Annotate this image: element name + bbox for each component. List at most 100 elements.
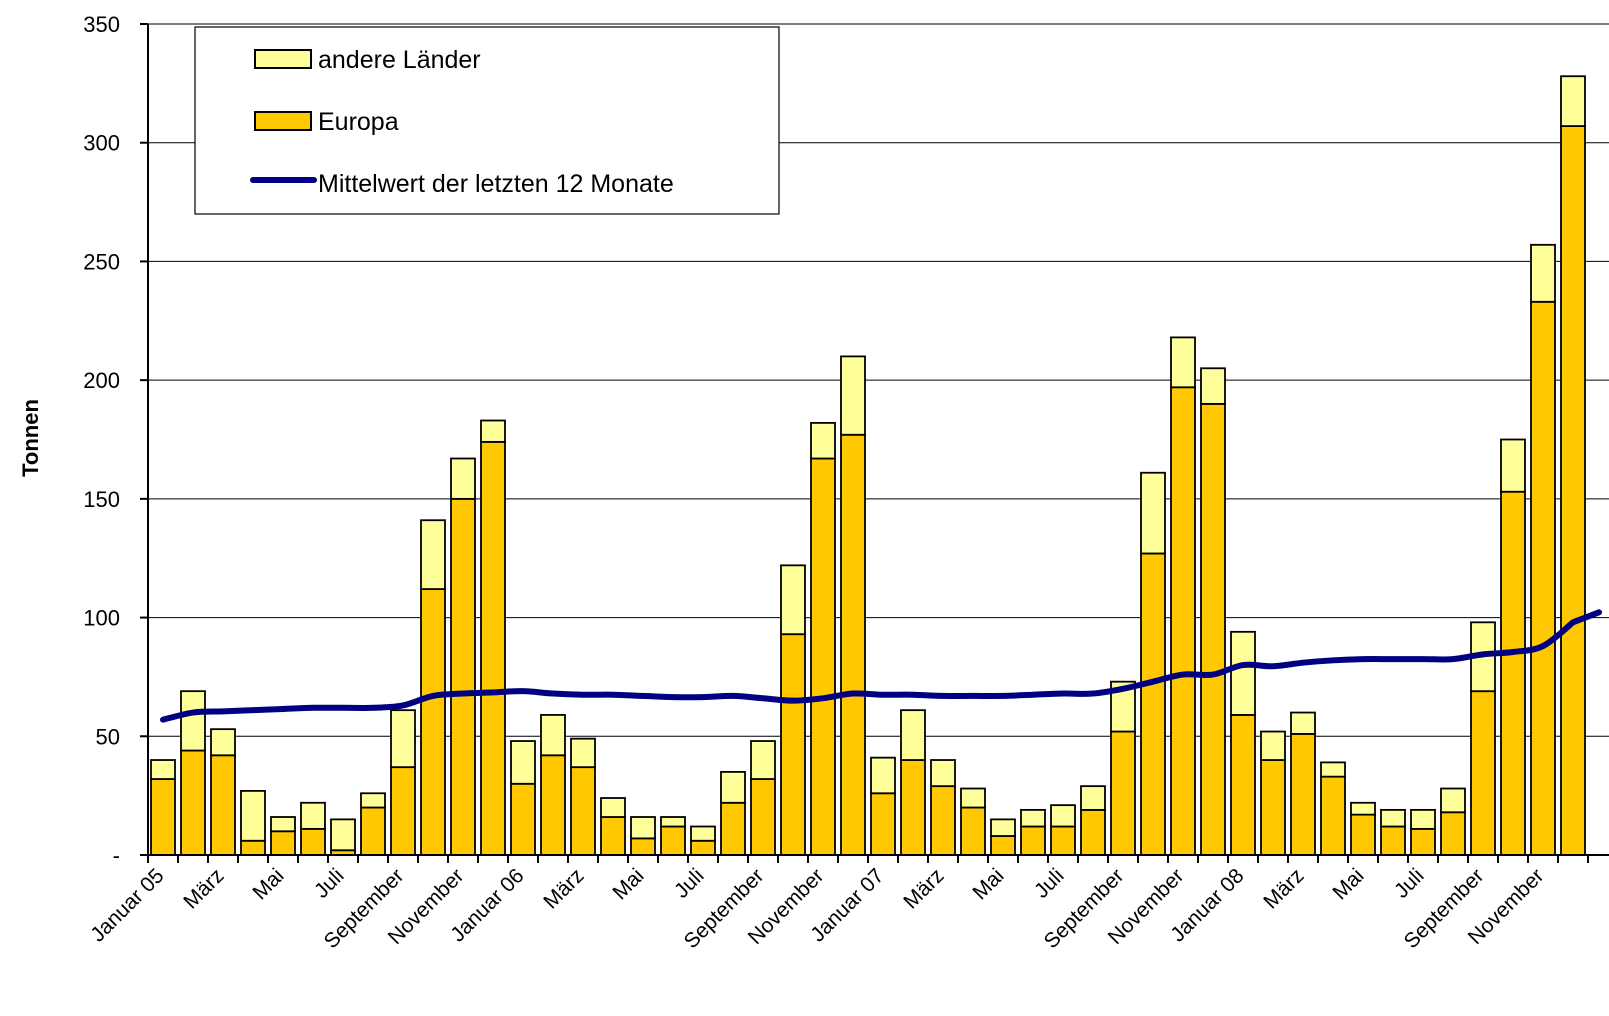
- bar-europa: [300, 827, 326, 856]
- x-tick-labels: Januar 05 März Mai JuliSeptemberNovemberJan…: [86, 864, 1548, 953]
- bar-andere-laender: [240, 789, 266, 842]
- bar-europa: [1260, 759, 1286, 856]
- y-tick-label: 350: [83, 12, 120, 37]
- bar-andere-laender: [1170, 336, 1196, 389]
- bar-andere-laender: [840, 355, 866, 436]
- bar-europa: [1170, 386, 1196, 856]
- bar-europa: [570, 766, 596, 856]
- x-tick-label: März: [539, 864, 588, 913]
- bar-andere-laender: [330, 818, 356, 852]
- x-tick-label: Juli: [1390, 864, 1429, 903]
- bar-europa: [690, 839, 716, 856]
- bar-andere-laender: [210, 728, 236, 757]
- bar-europa: [510, 782, 536, 856]
- axes: [140, 23, 1609, 863]
- y-tick-labels: - 50 100 150 200 250 300 350: [83, 12, 120, 868]
- y-tick-label: 100: [83, 606, 120, 631]
- bar-andere-laender: [450, 457, 476, 500]
- bar-andere-laender: [1290, 711, 1316, 735]
- bar-europa: [1410, 827, 1436, 856]
- bar-europa: [180, 749, 206, 856]
- bar-europa: [840, 433, 866, 856]
- x-tick-label: März: [899, 864, 948, 913]
- x-tick-label: Juli: [670, 864, 709, 903]
- bar-andere-laender: [750, 740, 776, 780]
- bar-andere-laender: [1050, 804, 1076, 828]
- bar-andere-laender: [270, 816, 296, 833]
- bar-andere-laender: [570, 737, 596, 769]
- bar-europa: [1320, 775, 1346, 856]
- x-tick-label: Mai: [1328, 864, 1368, 904]
- x-tick-label: Mai: [248, 864, 288, 904]
- bar-europa: [960, 806, 986, 856]
- bar-andere-laender: [1020, 808, 1046, 828]
- bar-andere-laender: [930, 759, 956, 788]
- bar-europa: [1440, 811, 1466, 856]
- average-line: [160, 609, 1602, 723]
- bar-andere-laender: [1230, 630, 1256, 716]
- series-line-mittelwert: [160, 609, 1602, 723]
- y-tick-label: 150: [83, 487, 120, 512]
- bar-andere-laender: [900, 709, 926, 761]
- bar-europa: [450, 497, 476, 856]
- bar-andere-laender: [960, 787, 986, 809]
- bar-andere-laender: [1440, 787, 1466, 814]
- x-tick-label: Januar 05: [86, 864, 168, 946]
- bar-andere-laender: [990, 818, 1016, 837]
- bar-andere-laender: [480, 419, 506, 443]
- bar-europa: [540, 754, 566, 856]
- bar-andere-laender: [300, 801, 326, 830]
- bar-europa: [660, 825, 686, 856]
- bar-andere-laender: [870, 756, 896, 795]
- bar-europa: [1080, 808, 1106, 856]
- bar-europa: [1140, 552, 1166, 856]
- bar-europa: [750, 778, 776, 856]
- bar-europa: [1530, 300, 1556, 856]
- bar-andere-laender: [810, 421, 836, 460]
- bar-europa: [270, 830, 296, 856]
- bar-europa: [630, 837, 656, 856]
- y-tick-label: 300: [83, 131, 120, 156]
- legend-swatch-andere-laender: [254, 49, 312, 69]
- bar-europa: [1020, 825, 1046, 856]
- x-tick-label: Mai: [608, 864, 648, 904]
- bar-andere-laender: [1260, 730, 1286, 761]
- bar-europa: [1050, 825, 1076, 856]
- bar-andere-laender: [600, 797, 626, 818]
- y-axis-label: Tonnen: [18, 399, 43, 477]
- bar-europa: [210, 754, 236, 856]
- bar-europa: [930, 785, 956, 856]
- bar-europa: [900, 759, 926, 856]
- bar-europa: [720, 801, 746, 856]
- bar-europa: [600, 816, 626, 856]
- bar-europa: [420, 588, 446, 856]
- legend-label-mittelwert: Mittelwert der letzten 12 Monate: [318, 170, 674, 198]
- bar-andere-laender: [150, 759, 176, 780]
- legend-label-andere-laender: andere Länder: [318, 46, 481, 74]
- bar-andere-laender: [1560, 75, 1586, 127]
- bar-europa: [240, 839, 266, 856]
- bar-europa: [1380, 825, 1406, 856]
- bar-andere-laender: [1350, 801, 1376, 816]
- bar-andere-laender: [630, 816, 656, 840]
- x-tick-label: Juli: [1030, 864, 1069, 903]
- bar-andere-laender: [1500, 438, 1526, 493]
- bar-andere-laender: [390, 709, 416, 769]
- bar-europa: [1110, 730, 1136, 856]
- x-tick-label: Mai: [968, 864, 1008, 904]
- bar-europa: [360, 806, 386, 856]
- bar-andere-laender: [1200, 367, 1226, 405]
- bar-europa: [1350, 813, 1376, 856]
- y-tick-label: -: [113, 843, 120, 868]
- bar-andere-laender: [540, 714, 566, 757]
- bar-europa: [870, 792, 896, 856]
- y-tick-label: 50: [96, 724, 120, 749]
- bar-europa: [480, 440, 506, 856]
- y-tick-label: 200: [83, 368, 120, 393]
- y-tick-label: 250: [83, 249, 120, 274]
- bar-europa: [1230, 714, 1256, 856]
- bar-europa: [1500, 490, 1526, 856]
- bar-andere-laender: [1320, 761, 1346, 778]
